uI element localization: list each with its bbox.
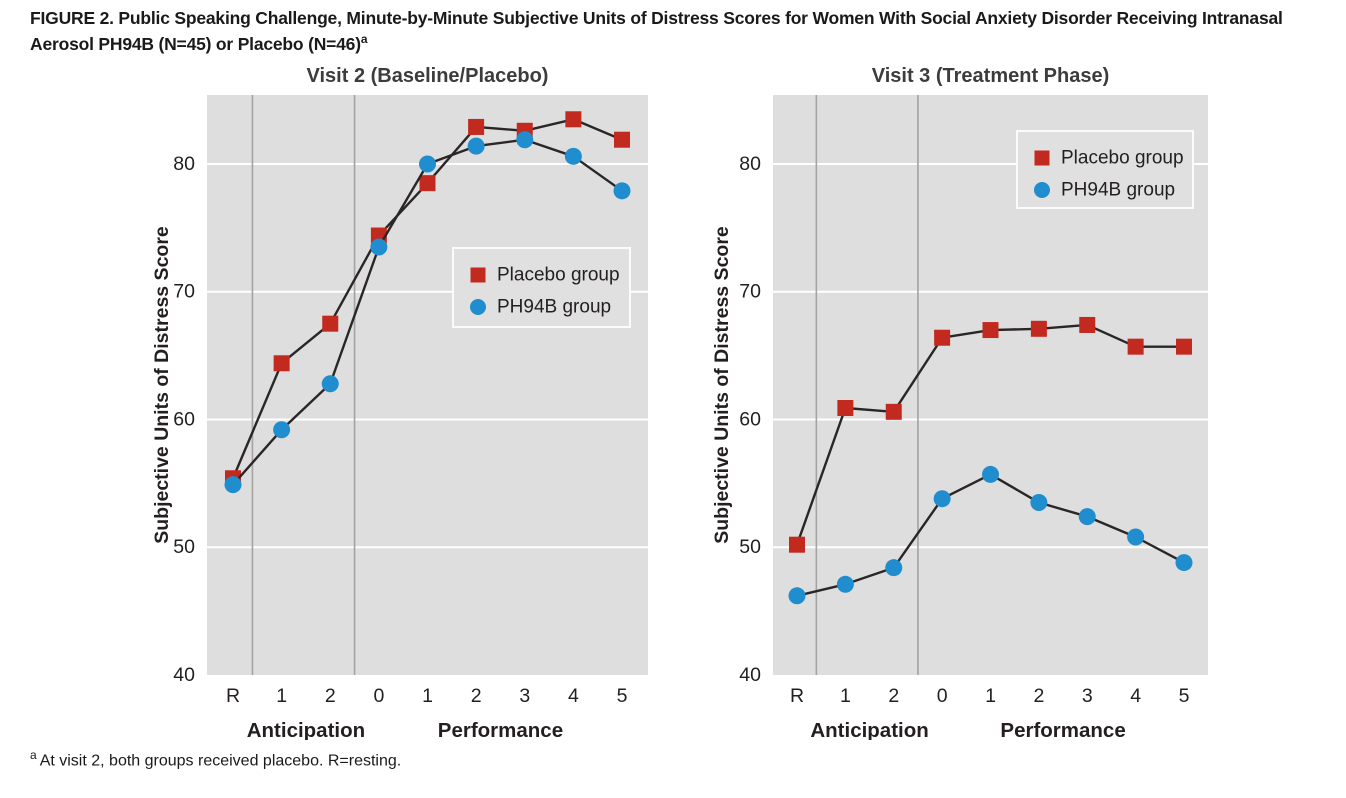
data-point-placebo (885, 403, 902, 420)
x-tick-label: 1 (422, 685, 433, 707)
x-tick-label: 2 (1033, 685, 1044, 707)
footnote-marker: a (30, 748, 37, 762)
data-point-ph94b (1127, 528, 1145, 546)
x-tick-label: 1 (840, 685, 851, 707)
x-tick-label: 0 (937, 685, 948, 707)
figure-footnote: a At visit 2, both groups received placeb… (30, 748, 401, 770)
legend-label: PH94B group (1061, 180, 1175, 201)
x-tick-label: R (790, 685, 804, 707)
y-tick-label: 60 (173, 408, 195, 430)
legend-label: Placebo group (1061, 148, 1184, 169)
data-point-placebo (565, 111, 582, 128)
legend-label: Placebo group (497, 265, 620, 286)
chart-visit3: Placebo group PH94B group 40 50 60 70 80 R 1 2 0 1 2… (711, 65, 1208, 740)
data-point-ph94b (1078, 508, 1096, 526)
legend-marker-placebo (1034, 150, 1050, 166)
data-point-ph94b (564, 147, 582, 165)
footnote-text: At visit 2, both groups received placebo… (39, 752, 402, 770)
data-point-ph94b (836, 575, 854, 593)
x-section-label: Performance (438, 719, 563, 740)
figure-title-text: FIGURE 2. Public Speaking Challenge, Min… (30, 8, 1283, 54)
data-point-ph94b (613, 182, 631, 200)
chart-title: Visit 2 (Baseline/Placebo) (307, 65, 549, 87)
plot-area (207, 95, 648, 675)
y-tick-label: 70 (739, 281, 761, 303)
legend-box (452, 247, 631, 328)
x-tick-label: 5 (617, 685, 628, 707)
data-point-ph94b (1030, 494, 1048, 512)
data-point-placebo (468, 118, 485, 135)
y-tick-label: 50 (739, 536, 761, 558)
x-section-label: Anticipation (810, 719, 928, 740)
data-point-placebo (419, 175, 436, 192)
chart-visit2: Placebo group PH94B group 40 50 60 70 80 R 1 2 0 1 2… (151, 65, 648, 740)
x-tick-label: 2 (471, 685, 482, 707)
x-tick-label: 2 (888, 685, 899, 707)
legend-label: PH94B group (497, 297, 611, 318)
data-point-ph94b (370, 238, 388, 256)
legend-marker-placebo (470, 267, 486, 283)
data-point-ph94b (982, 465, 999, 483)
data-point-ph94b (224, 476, 242, 494)
data-point-ph94b (273, 421, 291, 439)
y-tick-label: 80 (173, 153, 195, 175)
y-tick-label: 50 (173, 536, 195, 558)
figure-title-superscript: a (360, 32, 368, 46)
data-point-placebo (837, 399, 854, 416)
data-point-ph94b (1175, 554, 1193, 572)
x-tick-label: 0 (373, 685, 384, 707)
y-tick-label: 80 (739, 153, 761, 175)
x-tick-label: R (226, 685, 240, 707)
data-point-placebo (789, 536, 805, 553)
y-tick-label: 40 (173, 664, 195, 686)
data-point-placebo (934, 329, 951, 346)
x-section-label: Performance (1000, 719, 1125, 740)
y-axis-label: Subjective Units of Distress Score (711, 226, 733, 544)
x-tick-label: 3 (519, 685, 530, 707)
data-point-placebo (614, 131, 630, 148)
data-point-ph94b (933, 490, 951, 508)
x-tick-label: 2 (325, 685, 336, 707)
x-tick-label: 1 (276, 685, 287, 707)
data-point-ph94b (516, 131, 534, 149)
data-point-placebo (273, 355, 290, 372)
x-tick-label: 4 (1130, 685, 1141, 707)
y-axis-label: Subjective Units of Distress Score (151, 226, 173, 544)
x-tick-label: 1 (985, 685, 996, 707)
y-tick-label: 40 (739, 664, 761, 686)
y-tick-label: 60 (739, 408, 761, 430)
data-point-ph94b (419, 155, 436, 173)
x-section-label: Anticipation (247, 719, 365, 740)
y-tick-label: 70 (173, 281, 195, 303)
chart-title: Visit 3 (Treatment Phase) (872, 65, 1110, 87)
data-point-placebo (1079, 316, 1096, 333)
data-point-placebo (1030, 320, 1047, 337)
data-point-ph94b (467, 137, 485, 155)
data-point-placebo (1176, 338, 1192, 355)
data-point-ph94b (885, 559, 903, 577)
figure-title: FIGURE 2. Public Speaking Challenge, Min… (30, 8, 1330, 55)
data-point-placebo (982, 322, 999, 339)
data-point-ph94b (321, 375, 339, 393)
legend-marker-ph94b (470, 299, 486, 315)
legend-marker-ph94b (1034, 182, 1050, 198)
data-point-placebo (322, 315, 339, 332)
x-tick-label: 4 (568, 685, 579, 707)
x-tick-label: 3 (1082, 685, 1093, 707)
x-tick-label: 5 (1179, 685, 1190, 707)
data-point-placebo (1127, 338, 1144, 355)
data-point-ph94b (788, 587, 806, 605)
